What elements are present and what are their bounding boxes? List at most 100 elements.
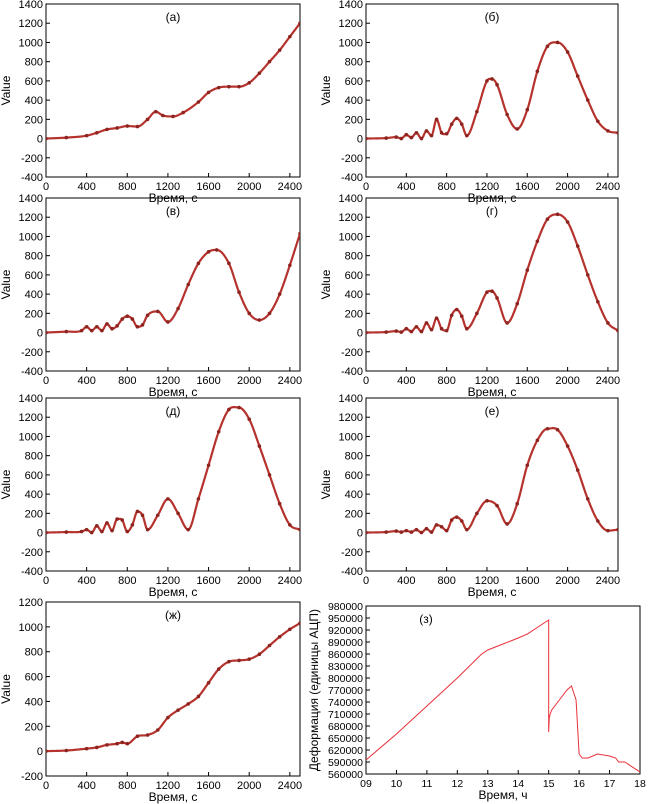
data-point [105, 127, 109, 132]
data-point [161, 113, 165, 118]
data-point [366, 530, 368, 535]
x-tick-label: 15 [543, 778, 555, 790]
data-point [394, 329, 399, 333]
y-tick-label: 560000 [328, 769, 363, 781]
y-tick-label: 1200 [19, 412, 43, 424]
y-tick-label: 1400 [19, 0, 43, 11]
y-tick-label: 400 [345, 289, 363, 301]
y-tick-label: -200 [21, 547, 43, 559]
data-point [115, 126, 119, 130]
data-point [475, 311, 479, 316]
x-tick-label: 17 [604, 778, 616, 790]
x-tick-label: 0 [43, 780, 49, 792]
y-tick-label: 920000 [328, 625, 363, 637]
y-axis-label: Value [0, 674, 13, 704]
data-point [120, 740, 124, 745]
data-point [216, 85, 221, 90]
data-point [196, 100, 201, 104]
y-tick-label: 1000 [19, 37, 43, 49]
data-point [196, 694, 201, 699]
data-point [485, 499, 489, 503]
x-tick-label: 400 [77, 181, 95, 193]
data-point [585, 98, 590, 102]
x-tick-label: 09 [360, 778, 372, 790]
data-point [404, 326, 409, 331]
data-point [399, 530, 404, 534]
x-tick-label: 800 [437, 375, 455, 387]
data-point [465, 527, 469, 532]
panel-label: (е) [485, 404, 500, 418]
y-tick-label: 200 [25, 114, 43, 126]
data-point [64, 748, 69, 753]
y-tick-label: -400 [21, 172, 43, 184]
y-axis-label: Value [319, 469, 333, 499]
data-point [153, 109, 158, 114]
data-point [64, 329, 69, 334]
data-point [277, 635, 282, 639]
data-point [575, 468, 580, 472]
data-point [257, 71, 262, 75]
data-point [110, 326, 114, 331]
y-tick-label: 1400 [339, 0, 363, 11]
data-point [186, 527, 191, 532]
data-point [115, 324, 119, 328]
series-trace [46, 233, 300, 334]
y-tick-label: 200 [25, 508, 43, 520]
data-point [439, 326, 444, 331]
y-tick-label: 800 [345, 251, 363, 263]
series-trace [366, 213, 618, 334]
data-point [485, 290, 489, 294]
y-tick-label: 1000 [19, 622, 43, 634]
data-point [206, 463, 211, 468]
data-point [267, 473, 272, 477]
data-point [115, 517, 119, 521]
data-point [267, 643, 272, 648]
data-point [459, 314, 464, 319]
data-point [237, 658, 241, 663]
data-point [459, 122, 464, 126]
data-point [105, 521, 109, 525]
y-tick-label: -200 [21, 347, 43, 359]
data-point [135, 124, 140, 129]
data-point [95, 745, 99, 750]
data-point [419, 530, 424, 535]
x-tick-label: 400 [397, 181, 415, 193]
data-point [449, 122, 454, 126]
y-tick-label: 400 [345, 95, 363, 107]
x-tick-label: 2400 [596, 181, 620, 193]
data-point [100, 328, 104, 333]
data-point [155, 513, 160, 518]
y-tick-label: 1400 [339, 393, 363, 405]
data-point [100, 529, 104, 534]
data-point [206, 680, 211, 685]
data-point [545, 44, 550, 49]
x-axis-label: Время, с [468, 585, 517, 599]
y-tick-label: 0 [357, 328, 363, 340]
plot-frame [45, 601, 301, 777]
data-point [84, 324, 89, 329]
y-tick-label: 800 [345, 57, 363, 69]
x-tick-label: 1200 [156, 780, 180, 792]
y-tick-label: -200 [21, 153, 43, 165]
data-point [196, 497, 201, 501]
panel-label: (д) [166, 404, 181, 418]
x-tick-label: 2400 [596, 575, 620, 587]
data-point [214, 248, 219, 252]
x-tick-label: 1600 [515, 575, 539, 587]
data-point [298, 231, 300, 236]
x-tick-label: 0 [43, 375, 49, 387]
data-point [439, 130, 444, 135]
y-tick-label: 1200 [19, 597, 43, 609]
data-point [449, 313, 454, 318]
y-tick-label: 830000 [328, 661, 363, 673]
y-tick-label: 200 [345, 508, 363, 520]
x-tick-label: 400 [397, 375, 415, 387]
data-point [419, 329, 424, 334]
y-tick-label: 680000 [328, 721, 363, 733]
x-tick-label: 1200 [156, 375, 180, 387]
data-point [555, 427, 560, 432]
data-point [585, 273, 590, 277]
data-point [135, 324, 140, 329]
